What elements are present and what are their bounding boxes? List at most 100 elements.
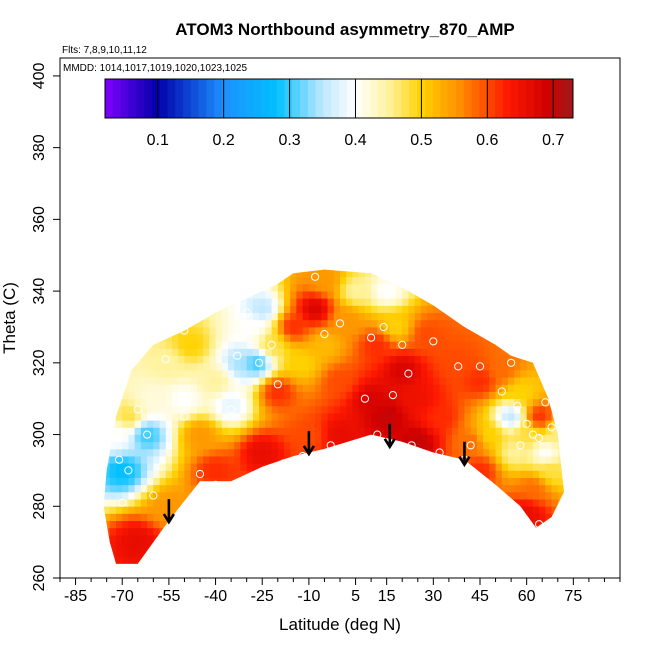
- heatmap-cell: [526, 448, 534, 457]
- heatmap-cell: [277, 377, 285, 385]
- heatmap-cell: [333, 269, 341, 278]
- heatmap-cell: [190, 506, 198, 514]
- heatmap-cell: [215, 534, 223, 543]
- heatmap-cell: [495, 391, 503, 400]
- heatmap-cell: [358, 312, 366, 321]
- observation-point: [466, 441, 475, 450]
- heatmap-cell: [315, 441, 322, 450]
- heatmap-cell: [109, 420, 117, 428]
- heatmap-cell: [321, 341, 328, 349]
- heatmap-cell: [308, 441, 316, 450]
- heatmap-cell: [109, 506, 117, 514]
- heatmap-cell: [209, 362, 216, 371]
- heatmap-cell: [532, 520, 540, 529]
- heatmap-cell: [402, 377, 409, 385]
- heatmap-cell: [470, 341, 478, 349]
- heatmap-cell: [159, 463, 167, 471]
- heatmap-cell: [284, 341, 291, 349]
- heatmap-cell: [277, 276, 285, 285]
- observation-point: [279, 459, 289, 468]
- heatmap-cell: [383, 348, 391, 357]
- heatmap-cell: [551, 491, 559, 500]
- heatmap-cell: [458, 448, 465, 457]
- heatmap-cell: [539, 491, 546, 500]
- heatmap-cell: [470, 298, 478, 306]
- heatmap-cell: [333, 556, 341, 564]
- heatmap-cell: [508, 470, 515, 478]
- heatmap-cell: [134, 384, 142, 392]
- heatmap-cell: [396, 556, 403, 564]
- heatmap-cell: [290, 319, 297, 328]
- heatmap-cell: [103, 370, 111, 378]
- heatmap-cell: [215, 298, 223, 306]
- heatmap-cell: [433, 427, 440, 435]
- heatmap-cell: [383, 506, 391, 514]
- heatmap-cell: [103, 470, 104, 478]
- heatmap-cell: [190, 413, 198, 421]
- heatmap-cell: [134, 463, 142, 471]
- heatmap-cell: [327, 312, 335, 321]
- heatmap-cell: [246, 276, 254, 285]
- x-tick-label: -10: [297, 588, 320, 605]
- heatmap-cell: [221, 348, 229, 357]
- heatmap-cell: [364, 377, 372, 385]
- heatmap-cell: [439, 362, 447, 371]
- heatmap-cell: [203, 362, 210, 371]
- heatmap-cell: [539, 319, 546, 328]
- heatmap-cell: [389, 291, 397, 299]
- heatmap-cell: [140, 405, 148, 414]
- heatmap-cell: [259, 326, 266, 335]
- heatmap-cell: [371, 527, 378, 536]
- heatmap-cell: [178, 456, 185, 464]
- heatmap-cell: [564, 262, 571, 270]
- heatmap-cell: [165, 377, 173, 385]
- colorbar-gradient: [105, 79, 574, 118]
- heatmap-cell: [420, 499, 428, 507]
- colorbar-tick-label: 0.6: [476, 132, 498, 149]
- heatmap-cell: [396, 305, 403, 314]
- heatmap-cell: [308, 341, 316, 349]
- heatmap-cell: [383, 276, 391, 285]
- heatmap-cell: [277, 527, 285, 536]
- heatmap-cell: [315, 370, 322, 378]
- heatmap-cell: [408, 470, 416, 478]
- heatmap-cell: [116, 527, 123, 536]
- heatmap-cell: [526, 319, 534, 328]
- heatmap-cell: [159, 405, 167, 414]
- heatmap-cell: [377, 456, 384, 464]
- heatmap-cell: [296, 305, 304, 314]
- colorbar-tick-label: 0.4: [344, 132, 366, 149]
- heatmap-cell: [464, 477, 472, 486]
- heatmap-cell: [389, 520, 397, 529]
- heatmap-cell: [389, 355, 397, 364]
- heatmap-cell: [153, 527, 160, 536]
- heatmap-cell: [190, 391, 198, 400]
- heatmap-cell: [545, 312, 552, 321]
- heatmap-cell: [340, 506, 347, 514]
- heatmap-cell: [489, 470, 496, 478]
- heatmap-cell: [221, 398, 229, 407]
- heatmap-cell: [296, 377, 304, 385]
- heatmap-cell: [265, 362, 272, 371]
- heatmap-cell: [383, 520, 391, 529]
- heatmap-cell: [190, 456, 198, 464]
- heatmap-cell: [539, 377, 546, 385]
- heatmap-cell: [470, 276, 478, 285]
- heatmap-cell: [302, 441, 310, 450]
- heatmap-cell: [252, 405, 260, 414]
- heatmap-cell: [134, 413, 142, 421]
- heatmap-cell: [203, 484, 210, 493]
- heatmap-cell: [414, 276, 422, 285]
- heatmap-cell: [209, 470, 216, 478]
- heatmap-cell: [103, 291, 111, 299]
- heatmap-cell: [128, 362, 136, 371]
- heatmap-cell: [159, 269, 167, 270]
- heatmap-cell: [221, 326, 229, 335]
- heatmap-cell: [271, 276, 279, 285]
- heatmap-cell: [153, 298, 160, 306]
- heatmap-cell: [508, 563, 515, 564]
- heatmap-cell: [178, 312, 185, 321]
- heatmap-cell: [277, 506, 285, 514]
- heatmap-cell: [165, 398, 173, 407]
- heatmap-cell: [333, 513, 341, 522]
